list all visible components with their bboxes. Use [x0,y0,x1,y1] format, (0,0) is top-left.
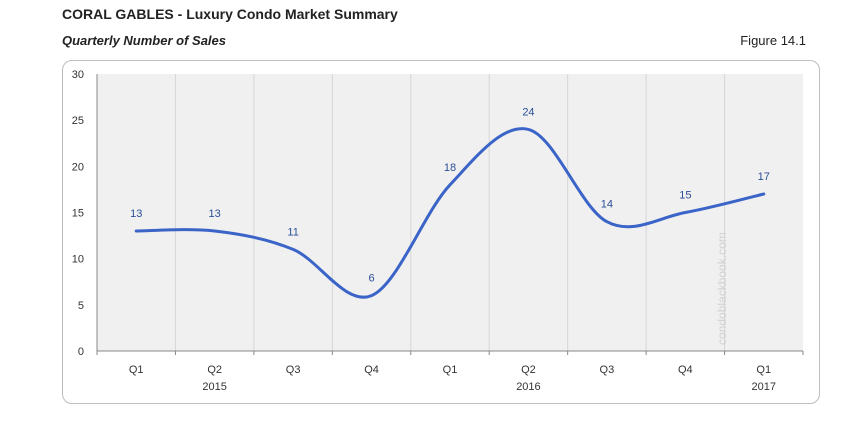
data-labels: 13 13 11 6 18 24 14 15 17 [130,106,770,284]
x-year-label: 2017 [752,381,776,393]
y-tick-label: 0 [78,346,84,358]
x-tick-label: Q3 [286,364,301,376]
series-line [134,127,766,299]
x-tick-label: Q4 [364,364,379,376]
x-year-label: 2015 [202,381,226,393]
watermark-text: condoblackbook.com [715,232,729,345]
x-tick-label: Q1 [129,364,144,376]
x-tick-label: Q1 [443,364,458,376]
chart-subtitle: Quarterly Number of Sales [62,33,226,48]
y-tick-label: 5 [78,300,84,312]
data-label: 14 [601,199,613,211]
data-label: 18 [444,162,456,174]
data-label: 13 [130,208,142,220]
y-tick-label: 25 [72,115,84,127]
data-label: 13 [209,208,221,220]
x-tick-label: Q3 [600,364,615,376]
y-tick-label: 15 [72,208,84,220]
x-tick-label: Q2 [207,364,222,376]
x-year-label: 2016 [516,381,540,393]
axes: 0 5 10 15 20 25 30 Q1 Q2 2015 Q3 Q4 Q1 Q2 2016 Q3 Q4 Q1 20… [72,69,804,393]
y-tick-label: 10 [72,254,84,266]
data-label: 15 [679,190,691,202]
y-tick-label: 30 [72,69,84,81]
data-label: 17 [758,171,770,183]
data-label: 11 [287,226,298,238]
figure-label: Figure 14.1 [740,33,806,48]
plot-area [97,74,803,351]
x-tick-label: Q2 [521,364,536,376]
data-label: 24 [522,106,534,118]
data-label: 6 [368,273,374,285]
x-tick-label: Q1 [756,364,771,376]
chart-title: CORAL GABLES - Luxury Condo Market Summa… [62,6,398,22]
grid-lines [174,74,726,351]
y-tick-label: 20 [72,161,84,173]
x-tick-label: Q4 [678,364,693,376]
